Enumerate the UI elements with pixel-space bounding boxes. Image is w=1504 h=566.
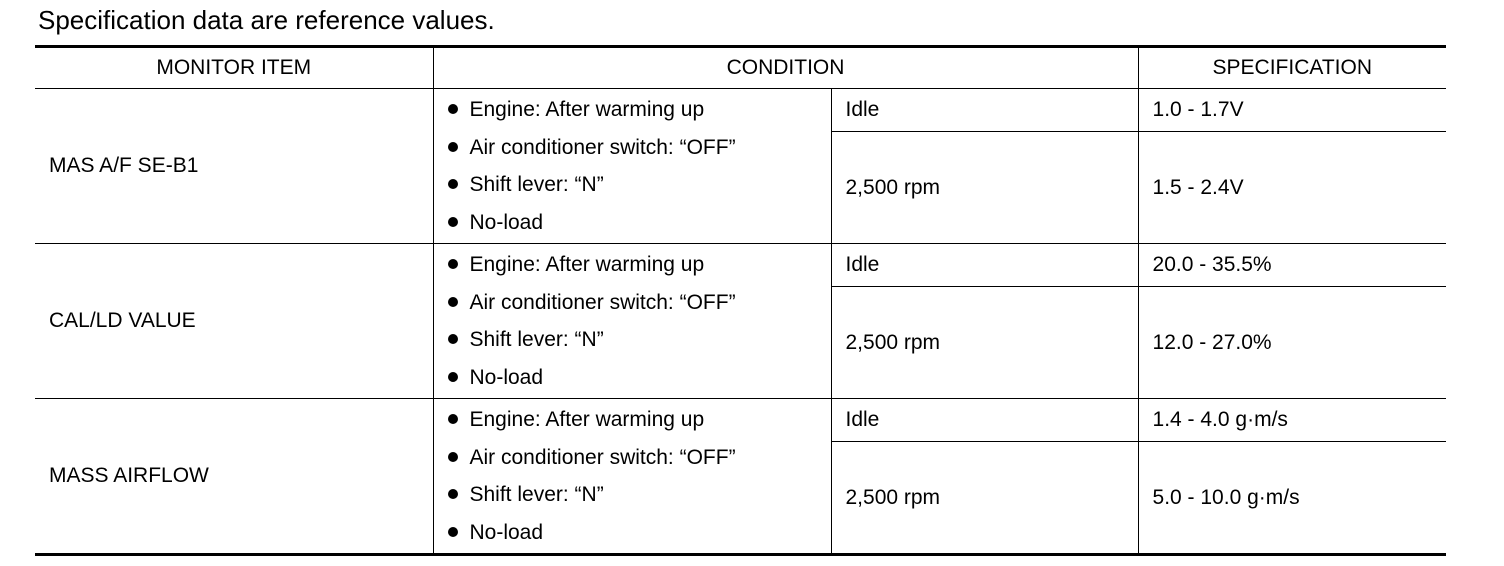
bullet-icon [447,526,458,537]
table-row: CAL/LD VALUE Engine: After warming up Ai… [35,243,1447,399]
condition-item: Engine: After warming up [447,401,831,439]
bullet-icon [447,371,458,382]
monitor-item-cell: MASS AIRFLOW [35,398,433,556]
table-row: MAS A/F SE-B1 Engine: After warming up A… [35,88,1447,244]
bullet-icon [447,104,458,115]
specification-cell: 1.5 - 2.4V [1137,131,1447,244]
monitor-item-cell: MAS A/F SE-B1 [35,88,433,244]
bullet-icon [447,334,458,345]
specification-cell: 1.0 - 1.7V [1137,88,1447,132]
bullet-icon [447,216,458,227]
table-row: 2,500 rpm 5.0 - 10.0 g·m/s [35,441,1447,556]
specification-cell: 1.4 - 4.0 g·m/s [1137,398,1447,442]
condition-item: Shift lever: “N” [447,476,831,514]
table-row: 2,500 rpm 1.5 - 2.4V [35,131,1447,244]
bullet-icon [447,451,458,462]
bullet-icon [447,259,458,270]
sub-condition-cell: Idle [830,243,1139,287]
table-row: 2,500 rpm 12.0 - 27.0% [35,286,1447,399]
bullet-icon [447,489,458,500]
sub-condition-cell: 2,500 rpm [830,441,1139,556]
condition-item: No-load [447,514,831,552]
condition-list-cell: Engine: After warming up Air conditioner… [432,398,831,556]
condition-item: Engine: After warming up [447,246,831,284]
sub-condition-cell: Idle [830,88,1139,132]
condition-item: Shift lever: “N” [447,321,831,359]
monitor-item-cell: CAL/LD VALUE [35,243,433,399]
condition-item: Air conditioner switch: “OFF” [447,284,831,322]
bullet-icon [447,414,458,425]
condition-list-cell: Engine: After warming up Air conditioner… [432,243,831,399]
specification-cell: 5.0 - 10.0 g·m/s [1137,441,1447,556]
condition-list: Engine: After warming up Air conditioner… [447,91,831,242]
condition-list: Engine: After warming up Air conditioner… [447,246,831,397]
bullet-icon [447,296,458,307]
bullet-icon [447,179,458,190]
bullet-icon [447,141,458,152]
header-monitor-item: MONITOR ITEM [35,45,433,89]
condition-item: Air conditioner switch: “OFF” [447,129,831,167]
condition-item: Engine: After warming up [447,91,831,129]
condition-list: Engine: After warming up Air conditioner… [447,401,831,552]
specification-table: MONITOR ITEM CONDITION SPECIFICATION MAS… [35,45,1447,556]
condition-item: No-load [447,359,831,397]
page-caption: Specification data are reference values. [38,5,495,35]
header-row: MONITOR ITEM CONDITION SPECIFICATION [35,45,1447,89]
specification-cell: 20.0 - 35.5% [1137,243,1447,287]
sub-condition-cell: Idle [830,398,1139,442]
condition-item: No-load [447,204,831,242]
specification-cell: 12.0 - 27.0% [1137,286,1447,399]
header-specification: SPECIFICATION [1137,45,1447,89]
sub-condition-cell: 2,500 rpm [830,286,1139,399]
table-row: MASS AIRFLOW Engine: After warming up Ai… [35,398,1447,556]
condition-item: Shift lever: “N” [447,166,831,204]
sub-condition-cell: 2,500 rpm [830,131,1139,244]
condition-item: Air conditioner switch: “OFF” [447,439,831,477]
header-condition: CONDITION [432,45,1139,89]
condition-list-cell: Engine: After warming up Air conditioner… [432,88,831,244]
